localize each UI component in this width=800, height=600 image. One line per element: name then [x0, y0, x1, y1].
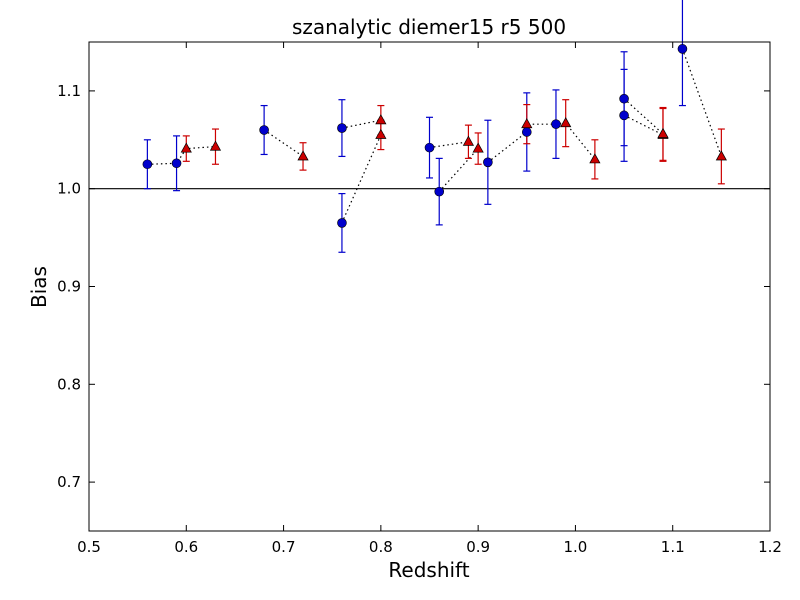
y-tick-label: 1.0 [57, 180, 81, 198]
data-point-circle [619, 110, 629, 121]
data-point-circle [551, 119, 561, 129]
connector-line [263, 129, 304, 157]
x-tick-label: 0.8 [369, 538, 393, 556]
chart-title: szanalytic diemer15 r5 500 [292, 15, 566, 39]
data-point-circle [337, 123, 347, 133]
connector-line [623, 114, 664, 136]
data-point-triangle [657, 127, 669, 138]
data-point-triangle [180, 142, 192, 153]
y-tick-label: 0.7 [57, 473, 81, 491]
data-point-circle [483, 157, 493, 168]
plot-frame [88, 41, 771, 532]
data-point-circle [424, 142, 435, 153]
x-tick-label: 0.9 [466, 538, 490, 556]
data-point-triangle [209, 140, 222, 151]
y-tick-label: 0.9 [57, 278, 81, 296]
x-tick-label: 1.1 [661, 538, 685, 556]
plot-area [89, 0, 770, 253]
x-tick-label: 0.7 [272, 538, 296, 556]
connector-line [623, 98, 664, 135]
data-point-circle [142, 159, 153, 170]
data-point-circle [259, 125, 269, 135]
data-point-circle [337, 218, 347, 228]
data-point-triangle [521, 118, 533, 129]
data-point-circle [677, 44, 688, 54]
data-point-triangle [375, 114, 387, 125]
x-tick-label: 1.2 [758, 538, 782, 556]
x-tick-label: 0.6 [174, 538, 198, 556]
data-point-circle [171, 158, 182, 169]
x-tick-label: 0.5 [77, 538, 101, 556]
data-point-triangle [462, 135, 475, 146]
x-tick-label: 1.0 [563, 538, 587, 556]
connector-line [438, 148, 479, 193]
data-point-triangle [715, 150, 727, 161]
connector-line [681, 48, 722, 157]
data-point-circle [619, 93, 629, 104]
y-tick-label: 1.1 [57, 82, 81, 100]
data-point-circle [521, 127, 532, 137]
connector-line [429, 141, 469, 149]
connector-line [341, 134, 382, 224]
connector-line [487, 122, 596, 163]
data-point-triangle [375, 128, 387, 139]
y-tick-label: 0.8 [57, 375, 81, 393]
data-point-triangle [297, 150, 309, 161]
data-point-triangle [560, 117, 572, 128]
connector-line [341, 119, 382, 129]
y-axis-label: Bias [27, 266, 51, 308]
data-point-triangle [472, 142, 484, 153]
data-point-triangle [589, 153, 601, 164]
data-point-circle [434, 186, 445, 197]
x-axis-label: Redshift [388, 558, 469, 582]
connector-line [147, 146, 216, 165]
